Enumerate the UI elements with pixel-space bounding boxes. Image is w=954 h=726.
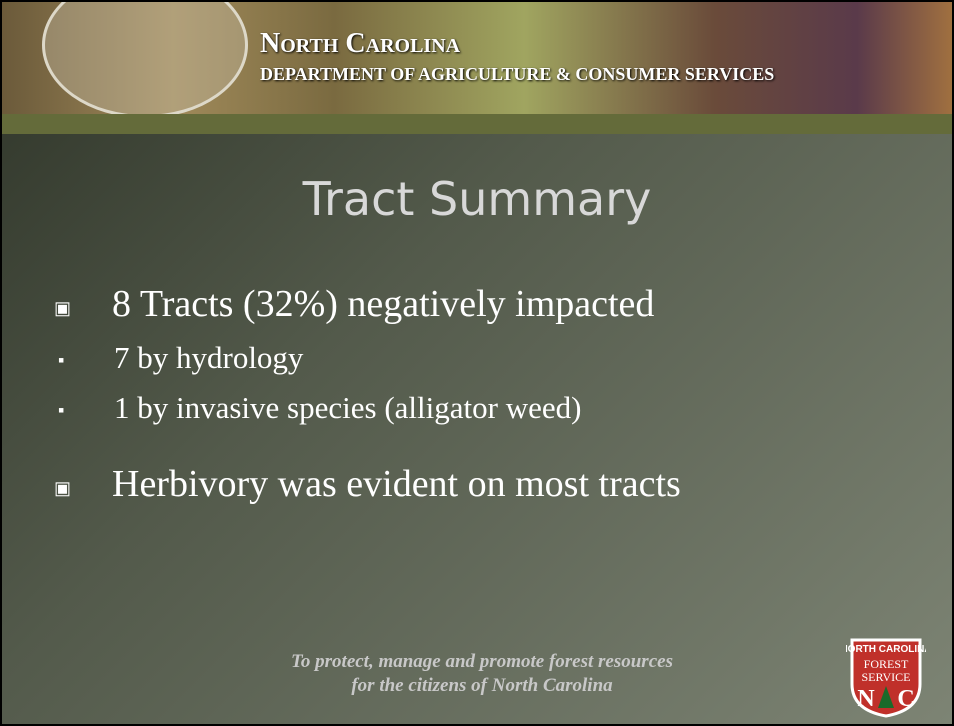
footer: To protect, manage and promote forest re… <box>202 650 762 698</box>
tree <box>878 686 894 708</box>
bullet-marker: ▣ <box>54 298 72 318</box>
bullet-marker: ▪ <box>58 350 65 370</box>
footer-line1: To protect, manage and promote forest re… <box>291 651 673 672</box>
bullet-marker: ▣ <box>54 478 72 498</box>
title: Tract Summary <box>302 172 652 226</box>
header-line1: North Carolina <box>260 28 461 59</box>
badge-mid2: SERVICE <box>861 670 910 684</box>
badge: NORTH CAROLINA FOREST SERVICE N C <box>846 638 926 718</box>
bullet-text: 7 by hydrology <box>114 340 304 375</box>
badge-mid1: FOREST <box>864 657 909 671</box>
bullet-text: Herbivory was evident on most tracts <box>112 463 681 505</box>
bullet-text: 8 Tracts (32%) negatively impacted <box>112 283 655 325</box>
badge-left: N <box>857 686 875 712</box>
strip <box>2 114 952 134</box>
bullet-text: 1 by invasive species (alligator weed) <box>114 390 582 425</box>
footer-line2: for the citizens of North Carolina <box>351 675 613 696</box>
seal <box>42 2 248 118</box>
bullet-marker: ▪ <box>58 400 65 420</box>
header-line2: Department of Agriculture & Consumer Ser… <box>260 64 775 84</box>
badge-top: NORTH CAROLINA <box>846 644 926 655</box>
badge-right: C <box>897 686 914 712</box>
